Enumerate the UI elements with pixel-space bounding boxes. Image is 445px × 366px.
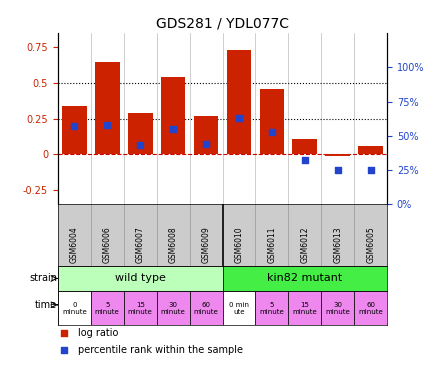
Bar — [259, 89, 284, 154]
Bar — [62, 106, 87, 154]
Text: 15
minute: 15 minute — [128, 302, 153, 315]
Text: GSM6007: GSM6007 — [136, 226, 145, 262]
Text: GSM6008: GSM6008 — [169, 226, 178, 262]
Bar — [325, 154, 350, 156]
Bar — [288, 291, 321, 325]
Bar — [255, 291, 288, 325]
Bar — [157, 291, 190, 325]
Point — [367, 167, 374, 173]
Text: 0 min
ute: 0 min ute — [229, 302, 249, 315]
Text: GSM6012: GSM6012 — [300, 226, 309, 262]
Bar — [128, 113, 153, 154]
Point — [202, 141, 210, 147]
Text: kin82 mutant: kin82 mutant — [267, 273, 343, 284]
Text: time: time — [35, 300, 57, 310]
Text: strain: strain — [29, 273, 57, 284]
Text: GSM6004: GSM6004 — [70, 226, 79, 262]
Bar — [222, 291, 255, 325]
Bar — [194, 116, 218, 154]
Text: 60
minute: 60 minute — [358, 302, 383, 315]
Point — [61, 330, 68, 336]
Point — [170, 126, 177, 132]
Text: 60
minute: 60 minute — [194, 302, 218, 315]
Text: GSM6010: GSM6010 — [235, 226, 243, 262]
Bar — [222, 266, 387, 291]
Text: GSM6009: GSM6009 — [202, 226, 210, 262]
Point — [71, 123, 78, 129]
Point — [61, 347, 68, 353]
Point — [268, 129, 275, 135]
Text: GSM6013: GSM6013 — [333, 226, 342, 262]
Point — [235, 115, 243, 121]
Bar — [358, 146, 383, 154]
Bar — [321, 291, 354, 325]
Bar — [354, 291, 387, 325]
Text: 15
minute: 15 minute — [292, 302, 317, 315]
Point — [104, 122, 111, 128]
Text: log ratio: log ratio — [77, 328, 118, 339]
Text: 5
minute: 5 minute — [259, 302, 284, 315]
Bar — [227, 50, 251, 154]
Text: percentile rank within the sample: percentile rank within the sample — [77, 345, 243, 355]
Text: wild type: wild type — [115, 273, 166, 284]
Point — [137, 142, 144, 148]
Bar — [58, 266, 222, 291]
Text: GSM6011: GSM6011 — [267, 226, 276, 262]
Text: 0
minute: 0 minute — [62, 302, 87, 315]
Text: 5
minute: 5 minute — [95, 302, 120, 315]
Bar — [292, 139, 317, 154]
Bar — [124, 291, 157, 325]
Text: GSM6005: GSM6005 — [366, 226, 375, 262]
Bar — [190, 291, 222, 325]
Title: GDS281 / YDL077C: GDS281 / YDL077C — [156, 16, 289, 30]
Point — [301, 158, 308, 164]
Text: 30
minute: 30 minute — [161, 302, 186, 315]
Text: 30
minute: 30 minute — [325, 302, 350, 315]
Bar — [95, 61, 120, 154]
Bar — [58, 291, 91, 325]
Bar — [91, 291, 124, 325]
Bar — [161, 77, 186, 154]
Point — [334, 167, 341, 173]
Text: GSM6006: GSM6006 — [103, 226, 112, 262]
